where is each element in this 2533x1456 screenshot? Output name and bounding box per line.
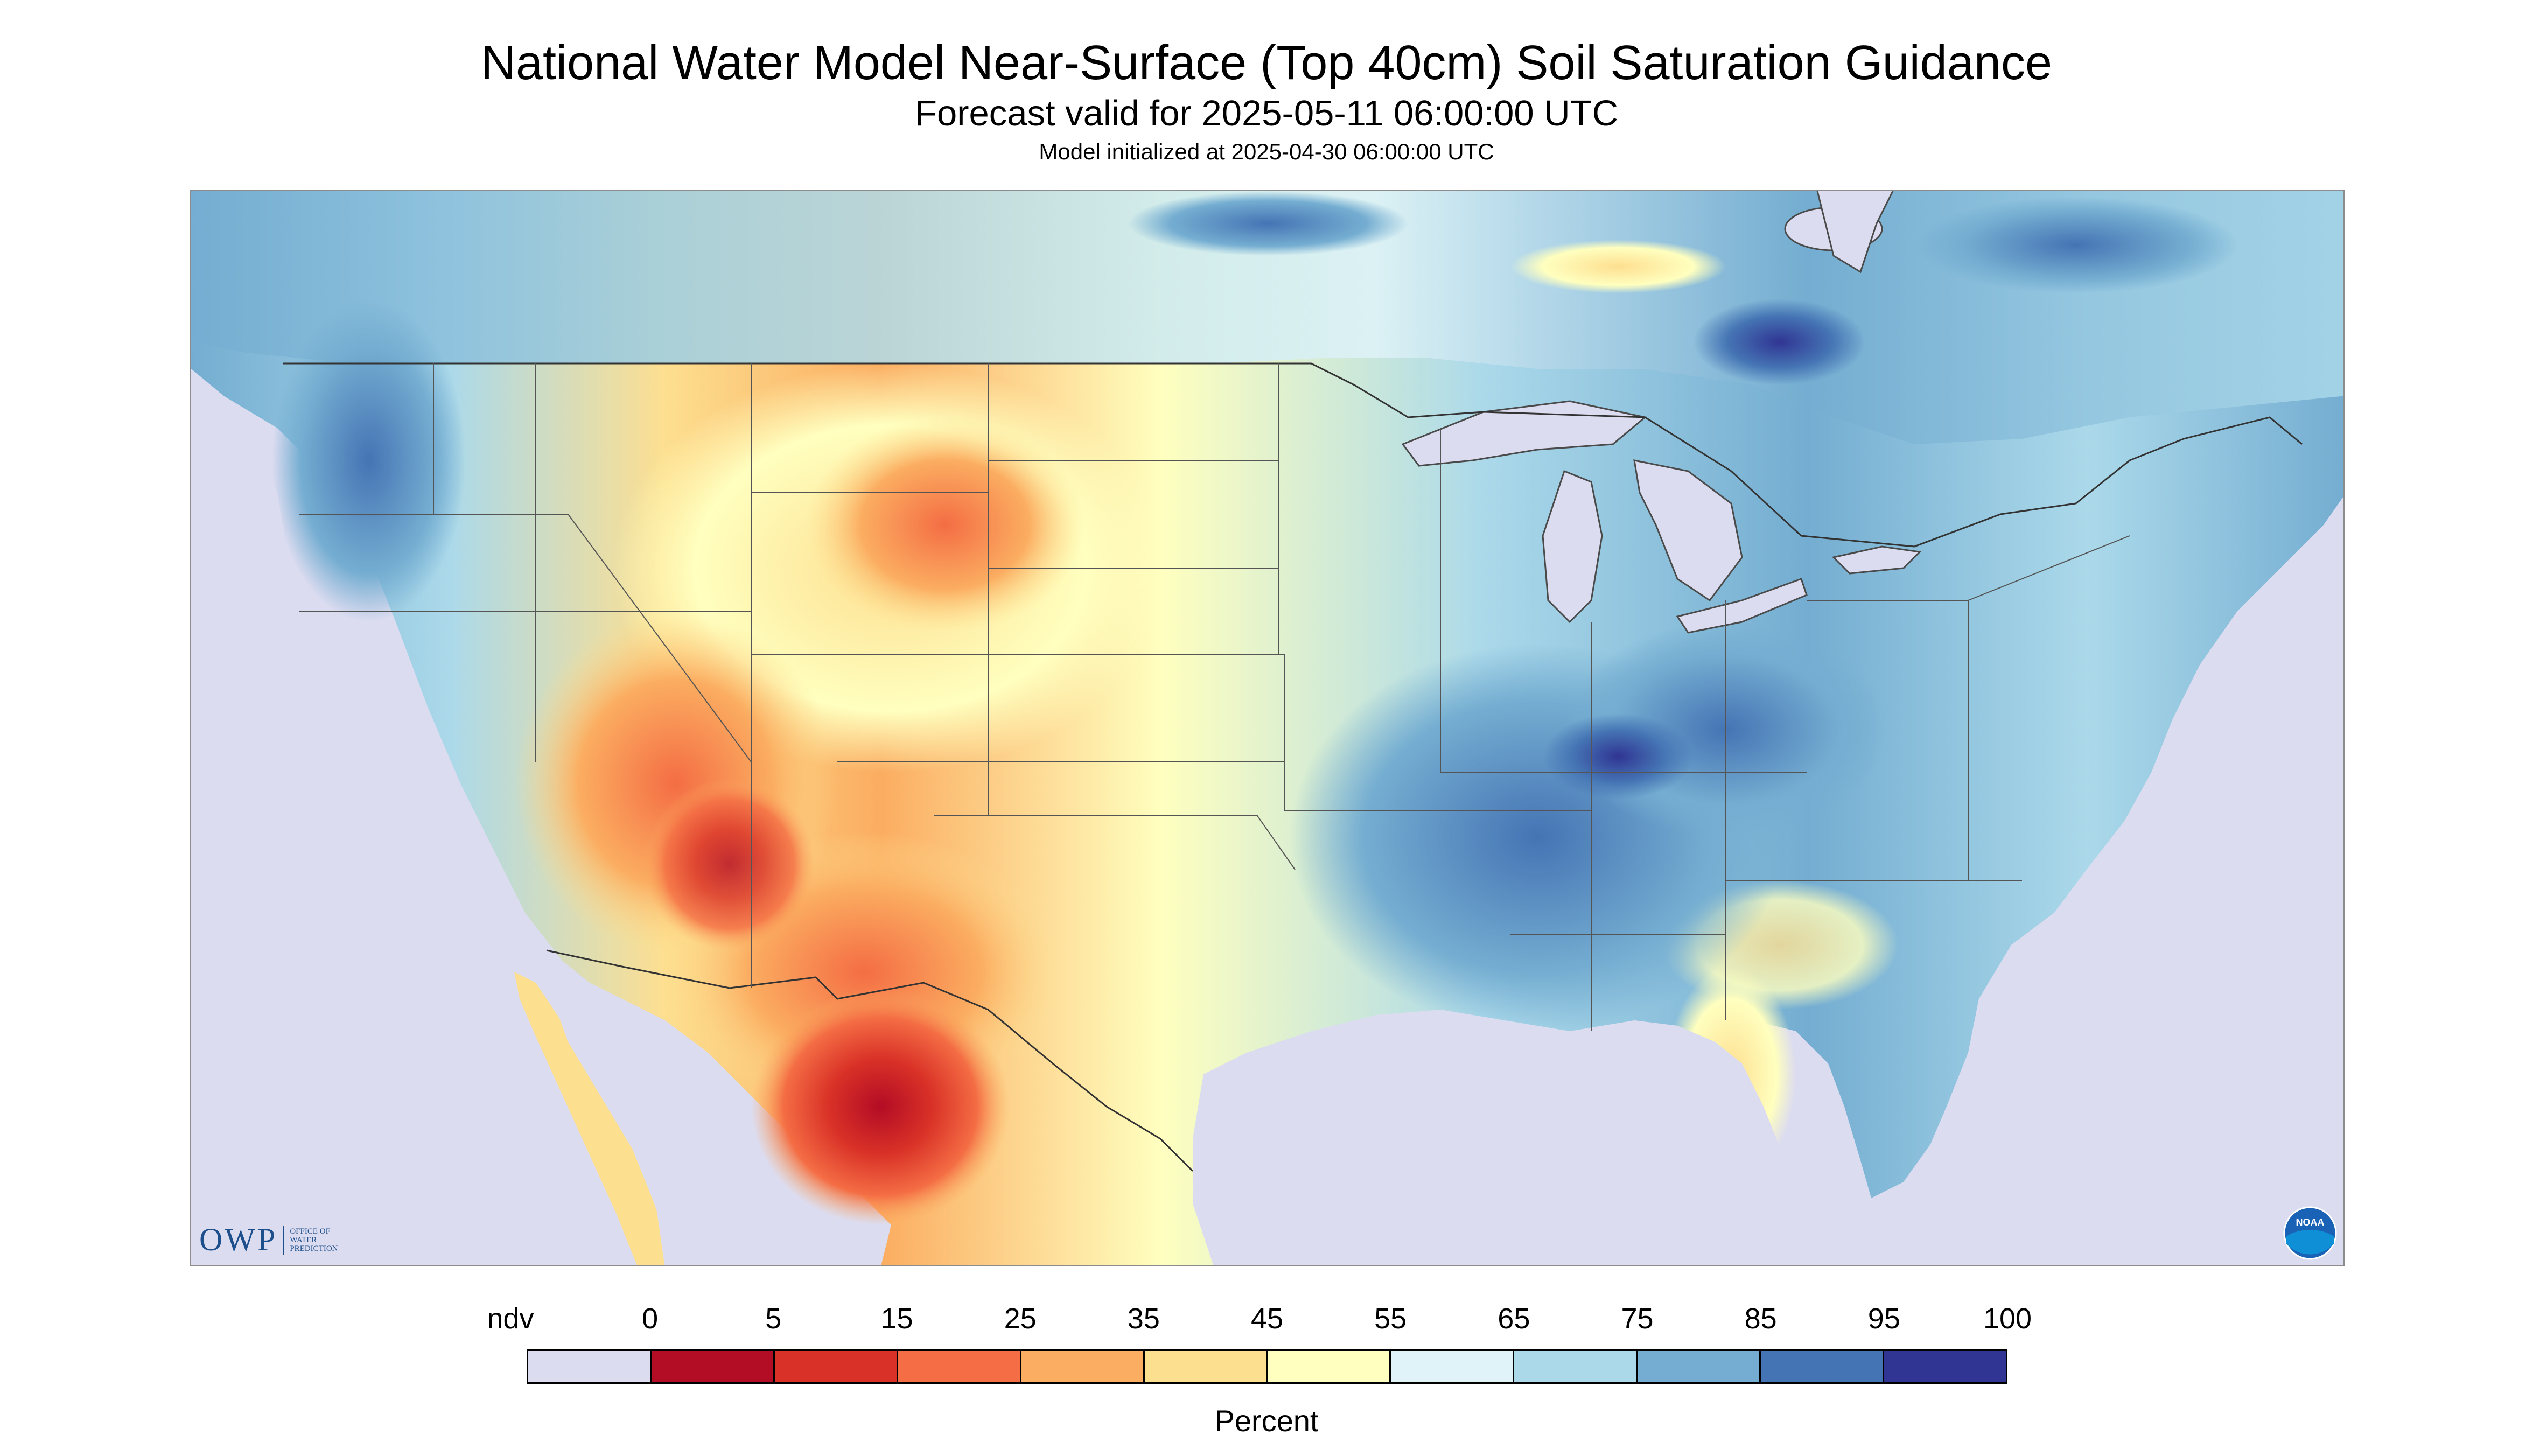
legend-swatch bbox=[1514, 1351, 1638, 1382]
legend-tick-label: 65 bbox=[1498, 1303, 1530, 1335]
gulf-of-mexico bbox=[1193, 1010, 1827, 1265]
legend-swatch bbox=[1021, 1351, 1145, 1382]
legend-swatch bbox=[1268, 1351, 1391, 1382]
very-dry-region-arizona bbox=[643, 778, 816, 950]
very-wet-region-kentucky bbox=[1543, 713, 1694, 800]
page-subtitle: Forecast valid for 2025-05-11 06:00:00 U… bbox=[915, 93, 1618, 134]
baja-peninsula bbox=[514, 972, 665, 1265]
owp-logo-divider bbox=[283, 1225, 285, 1255]
very-dry-region-chihuahua bbox=[751, 988, 1010, 1225]
wet-patch-ontario bbox=[1694, 299, 1866, 385]
legend-swatch bbox=[774, 1351, 898, 1382]
map-frame bbox=[190, 190, 2345, 1266]
noaa-logo-text: NOAA bbox=[2296, 1217, 2325, 1228]
legend-tick-label: 85 bbox=[1744, 1303, 1777, 1335]
dry-patch-canada bbox=[1510, 240, 1726, 293]
lake-huron bbox=[1633, 459, 1743, 602]
wet-patch-quebec bbox=[1914, 197, 2237, 293]
legend-tick-label: 25 bbox=[1004, 1303, 1037, 1335]
owp-logo-subtext: OFFICE OF WATER PREDICTION bbox=[290, 1227, 338, 1253]
legend-tick-label: 0 bbox=[642, 1303, 659, 1335]
legend-unit-label: Percent bbox=[1214, 1404, 1319, 1438]
state-boundaries bbox=[299, 363, 2130, 1031]
wet-patch-manitoba bbox=[1128, 191, 1408, 256]
page-title: National Water Model Near-Surface (Top 4… bbox=[480, 36, 2052, 90]
legend-tick-label: 55 bbox=[1374, 1303, 1407, 1335]
legend-swatch bbox=[651, 1351, 775, 1382]
noaa-logo: NOAA bbox=[2283, 1206, 2337, 1263]
hudson-bay-shore bbox=[1816, 191, 1894, 274]
legend-colorbar bbox=[527, 1349, 2007, 1384]
legend-swatch bbox=[898, 1351, 1021, 1382]
legend-tick-label: 75 bbox=[1621, 1303, 1654, 1335]
legend-tick-label: 100 bbox=[1983, 1303, 2032, 1335]
us-mexico-border bbox=[546, 949, 1194, 1172]
dry-region-wyoming bbox=[805, 417, 1085, 633]
pacific-ocean bbox=[191, 369, 707, 1265]
model-init-line: Model initialized at 2025-04-30 06:00:00… bbox=[1039, 139, 1494, 164]
legend-tick-label: 15 bbox=[880, 1303, 913, 1335]
legend-swatch bbox=[1884, 1351, 2006, 1382]
legend-tick-label: 5 bbox=[765, 1303, 782, 1335]
legend-tick-label: 45 bbox=[1250, 1303, 1284, 1335]
lake-erie bbox=[1676, 578, 1808, 634]
legend-swatch bbox=[1391, 1351, 1515, 1382]
lake-michigan bbox=[1542, 470, 1603, 624]
legend-tick-label: 35 bbox=[1127, 1303, 1160, 1335]
owp-logo: OWP OFFICE OF WATER PREDICTION bbox=[199, 1221, 338, 1258]
legend-swatch bbox=[1638, 1351, 1761, 1382]
legend-swatch bbox=[528, 1351, 652, 1382]
map-svg bbox=[191, 191, 2343, 1265]
legend-swatch bbox=[1761, 1351, 1885, 1382]
lake-ontario bbox=[1832, 545, 1922, 575]
gulf-of-california bbox=[547, 983, 730, 1265]
lake-superior bbox=[1401, 400, 1647, 467]
legend-swatch bbox=[1144, 1351, 1268, 1382]
legend-tick-label: 95 bbox=[1867, 1303, 1900, 1335]
owp-logo-main: OWP bbox=[199, 1222, 278, 1257]
us-canada-border bbox=[283, 362, 2303, 548]
atlantic-ocean bbox=[1904, 497, 2343, 1265]
wet-region-pacific-nw bbox=[272, 299, 466, 622]
legend-tick-label: ndv bbox=[487, 1303, 534, 1335]
